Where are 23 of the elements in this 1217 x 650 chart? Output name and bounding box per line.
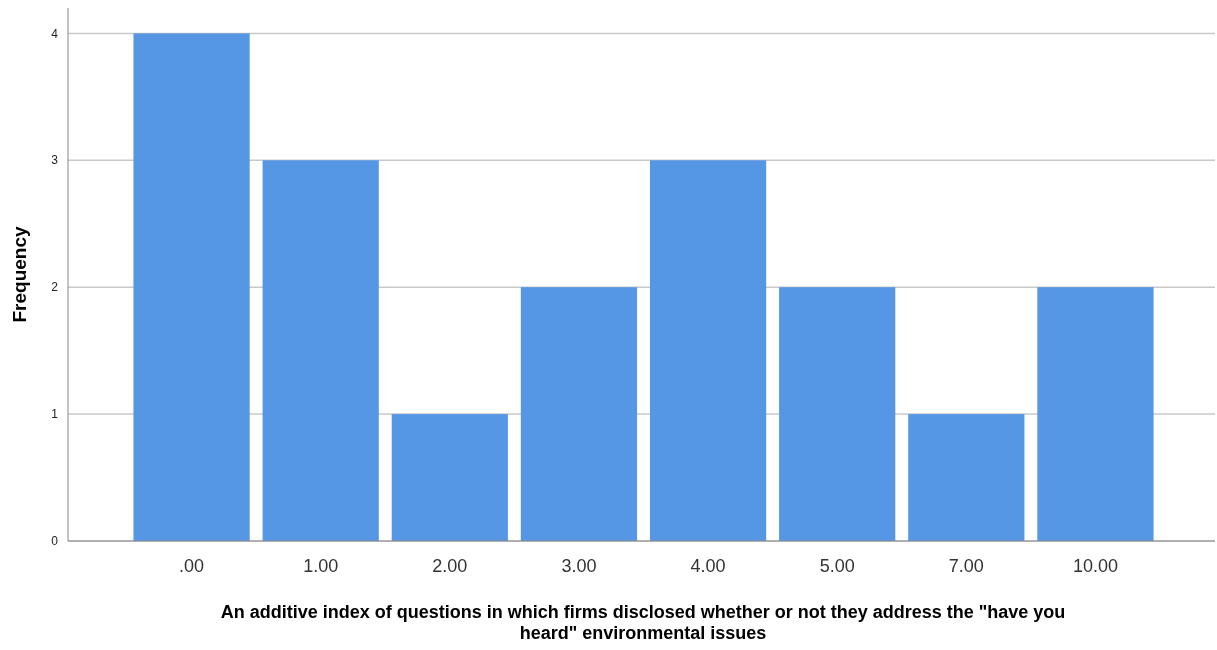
- y-tick-label: 1: [51, 407, 59, 422]
- x-tick-label: 7.00: [948, 556, 984, 576]
- x-tick-label: 10.00: [1072, 556, 1118, 576]
- y-tick-label: 4: [51, 26, 59, 41]
- bar: [649, 160, 767, 541]
- x-tick-label: 3.00: [561, 556, 597, 576]
- y-tick-label: 2: [51, 280, 59, 295]
- y-tick-label: 3: [51, 153, 59, 168]
- bar: [133, 33, 250, 541]
- x-tick-label: 4.00: [690, 556, 726, 576]
- x-tick-label: .00: [179, 556, 205, 576]
- y-tick-label: 0: [51, 534, 59, 549]
- x-tick-label: 2.00: [432, 556, 468, 576]
- bar: [520, 287, 638, 541]
- bar: [908, 414, 1025, 541]
- y-axis-title: Frequency: [9, 226, 30, 323]
- bar: [779, 287, 896, 541]
- bar: [262, 160, 379, 541]
- bar: [1037, 287, 1154, 541]
- x-axis-title: An additive index of questions in which firms disclosed whether or not they address the "have you heard" environmental issues: [220, 602, 1066, 643]
- x-tick-label: 5.00: [819, 556, 855, 576]
- x-tick-label: 1.00: [303, 556, 339, 576]
- bar: [391, 414, 508, 541]
